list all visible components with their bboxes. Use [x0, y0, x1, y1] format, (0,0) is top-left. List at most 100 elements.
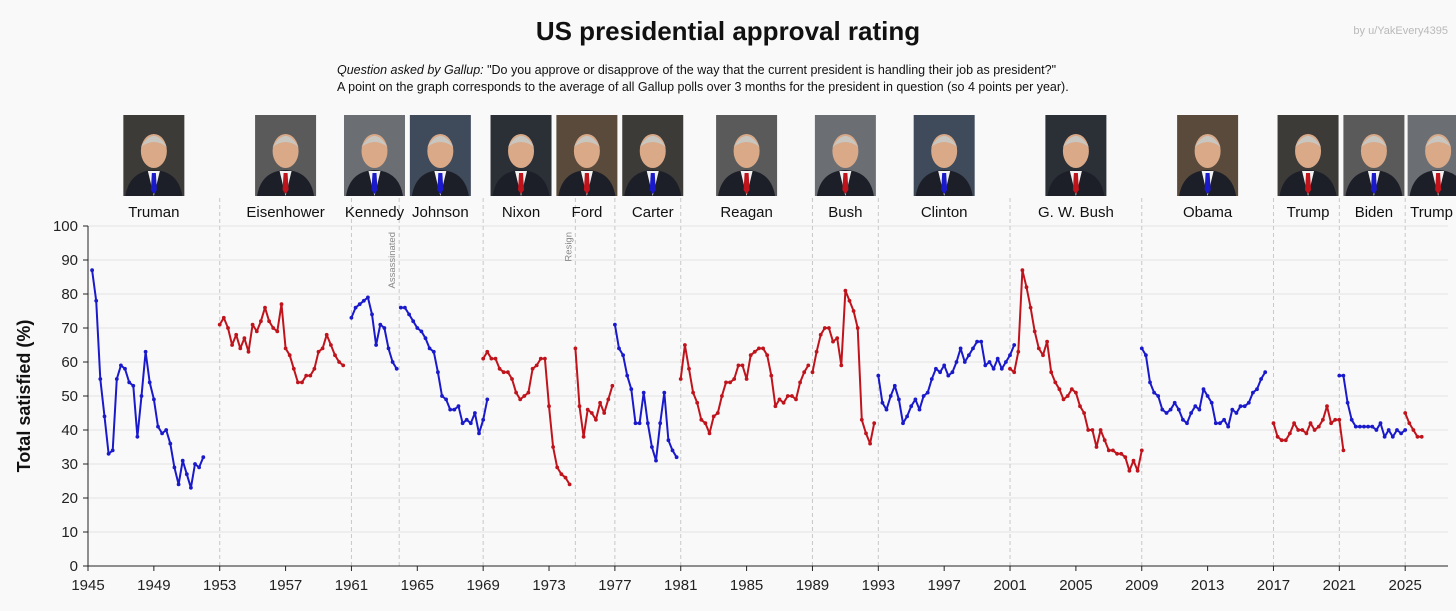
portrait-tie [1204, 173, 1211, 194]
data-point [962, 360, 967, 364]
data-point [1127, 468, 1132, 473]
subtitle-lead: Question asked by Gallup: [337, 63, 484, 77]
portrait-hair [427, 136, 454, 147]
data-point [938, 370, 942, 375]
portrait-hair [931, 136, 958, 147]
data-point [740, 363, 745, 368]
data-point [353, 305, 358, 310]
data-point [666, 438, 671, 443]
portrait-tie [583, 173, 590, 194]
data-point [254, 329, 259, 334]
data-point [703, 421, 708, 426]
data-point [1016, 349, 1021, 354]
y-tick-label: 80 [61, 286, 78, 303]
data-point [250, 322, 255, 327]
data-point [1057, 387, 1062, 392]
series-line [1009, 269, 1143, 472]
data-point [942, 363, 947, 368]
data-point [160, 431, 165, 436]
data-point [127, 380, 132, 385]
data-point [349, 315, 354, 320]
data-point [497, 366, 502, 371]
data-point [1193, 404, 1198, 409]
data-point [1321, 417, 1325, 422]
series-line [574, 348, 614, 438]
data-point [176, 482, 181, 487]
data-point [357, 302, 362, 307]
data-point [621, 353, 625, 358]
president-label: Trump [1287, 204, 1330, 221]
portrait-hair [272, 136, 299, 147]
data-point [715, 411, 720, 415]
portrait-hair [508, 136, 535, 147]
data-point [1024, 285, 1029, 290]
data-point [987, 360, 992, 364]
data-point [1358, 424, 1362, 429]
y-tick-label: 50 [61, 388, 78, 405]
data-point [975, 339, 979, 344]
data-point [802, 370, 807, 375]
data-point [831, 339, 835, 344]
data-point [242, 336, 247, 341]
data-point [720, 394, 724, 398]
data-point [1135, 468, 1140, 473]
data-point [1123, 455, 1128, 460]
data-point [1419, 434, 1424, 439]
portrait-hair [1360, 136, 1387, 147]
data-point [1045, 339, 1049, 344]
data-point [485, 397, 490, 402]
series-line [1404, 412, 1422, 438]
portrait-hair [573, 136, 600, 147]
data-point [1288, 431, 1292, 436]
data-point [1349, 417, 1354, 422]
data-point [958, 346, 963, 351]
data-point [1049, 370, 1054, 375]
data-point [847, 298, 852, 303]
data-point [152, 397, 156, 402]
data-point [559, 472, 564, 477]
data-point [1164, 411, 1169, 415]
data-point [1176, 407, 1181, 412]
data-point [1069, 387, 1074, 392]
president-label: Ford [571, 204, 602, 221]
data-point [594, 417, 598, 422]
data-point [1111, 448, 1115, 453]
portrait-tie [282, 173, 289, 194]
data-point [581, 434, 586, 439]
data-point [238, 346, 243, 351]
data-point [279, 302, 284, 307]
data-point [1234, 411, 1239, 415]
x-tick-label: 2013 [1191, 577, 1224, 594]
portrait-tie [518, 173, 525, 194]
president-label: Nixon [502, 204, 540, 221]
data-point [637, 421, 642, 426]
x-tick-label: 1981 [664, 577, 697, 594]
data-point [423, 336, 428, 341]
portrait-tie [1370, 173, 1377, 194]
data-point [728, 380, 732, 385]
data-point [687, 366, 691, 371]
data-point [522, 394, 527, 398]
data-point [1004, 360, 1008, 364]
data-point [555, 465, 560, 470]
data-point [1316, 424, 1321, 429]
data-point [267, 319, 271, 324]
x-tick-label: 1953 [203, 577, 236, 594]
x-tick-label: 1957 [269, 577, 302, 594]
data-point [822, 326, 827, 330]
president-label: Johnson [412, 204, 469, 221]
data-point [769, 373, 774, 378]
data-point [1102, 438, 1107, 443]
president-label: Carter [632, 204, 674, 221]
chart-subtitle: Question asked by Gallup: "Do you approv… [337, 62, 1069, 96]
data-point [662, 390, 667, 395]
data-point [1279, 438, 1284, 443]
data-point [613, 322, 617, 327]
x-tick-label: 2009 [1125, 577, 1158, 594]
data-point [329, 343, 333, 347]
subtitle-question: "Do you approve or disapprove of the way… [483, 63, 1057, 77]
data-point [337, 360, 341, 364]
president-portrait [490, 115, 552, 196]
data-point [444, 397, 448, 402]
